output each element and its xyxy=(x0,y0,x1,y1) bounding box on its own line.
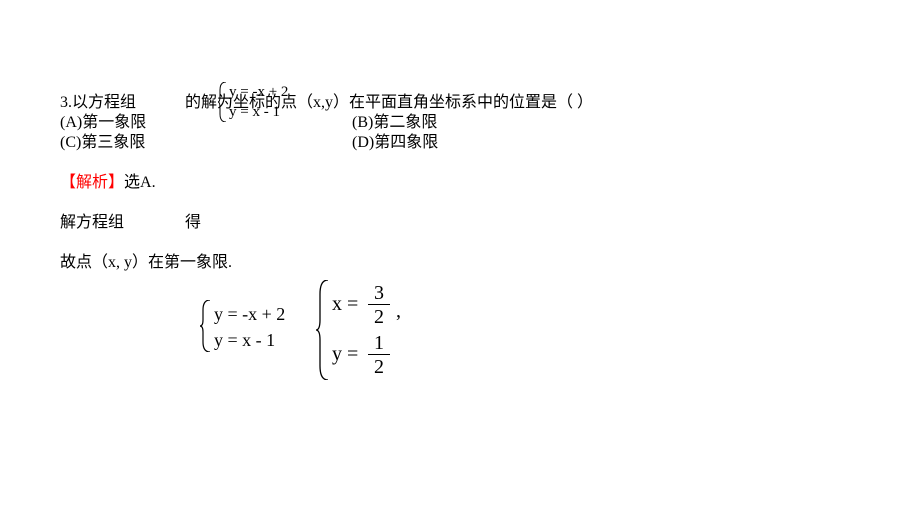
solution-verdict: 选A. xyxy=(124,174,156,191)
sys1-row2: y = x - 1 xyxy=(214,330,275,351)
fraction-bar xyxy=(368,354,390,355)
overlap-eq-bottom: y = x - 1 xyxy=(229,104,280,121)
sys2-x-den: 2 xyxy=(370,306,388,329)
overlap-eq-top: y = -x + 2 xyxy=(229,84,288,101)
sys2-comma: , xyxy=(396,300,401,323)
sys2-x-label: x = xyxy=(332,293,358,316)
sys1-row1: y = -x + 2 xyxy=(214,304,285,325)
sys2-y-num: 1 xyxy=(370,332,388,355)
sys2-y-den: 2 xyxy=(370,356,388,379)
page-root: 3.以方程组 的解为坐标的点（x,y）在平面直角坐标系中的位置是（ ） y = … xyxy=(0,0,920,518)
conclusion: 故点（x, y）在第一象限. xyxy=(60,248,232,272)
fraction-bar xyxy=(368,304,390,305)
brace-icon xyxy=(218,82,228,122)
brace-icon xyxy=(200,300,212,352)
solve-right: 得 xyxy=(185,208,201,232)
option-d: (D)第四象限 xyxy=(352,128,438,152)
option-c: (C)第三象限 xyxy=(60,128,145,152)
solution-line: 【解析】选A. xyxy=(60,168,156,192)
sys2-x-num: 3 xyxy=(370,282,388,305)
solution-tag: 【解析】 xyxy=(60,174,124,191)
solve-left: 解方程组 xyxy=(60,208,124,232)
sys2-y-label: y = xyxy=(332,343,358,366)
brace-icon xyxy=(316,280,330,380)
